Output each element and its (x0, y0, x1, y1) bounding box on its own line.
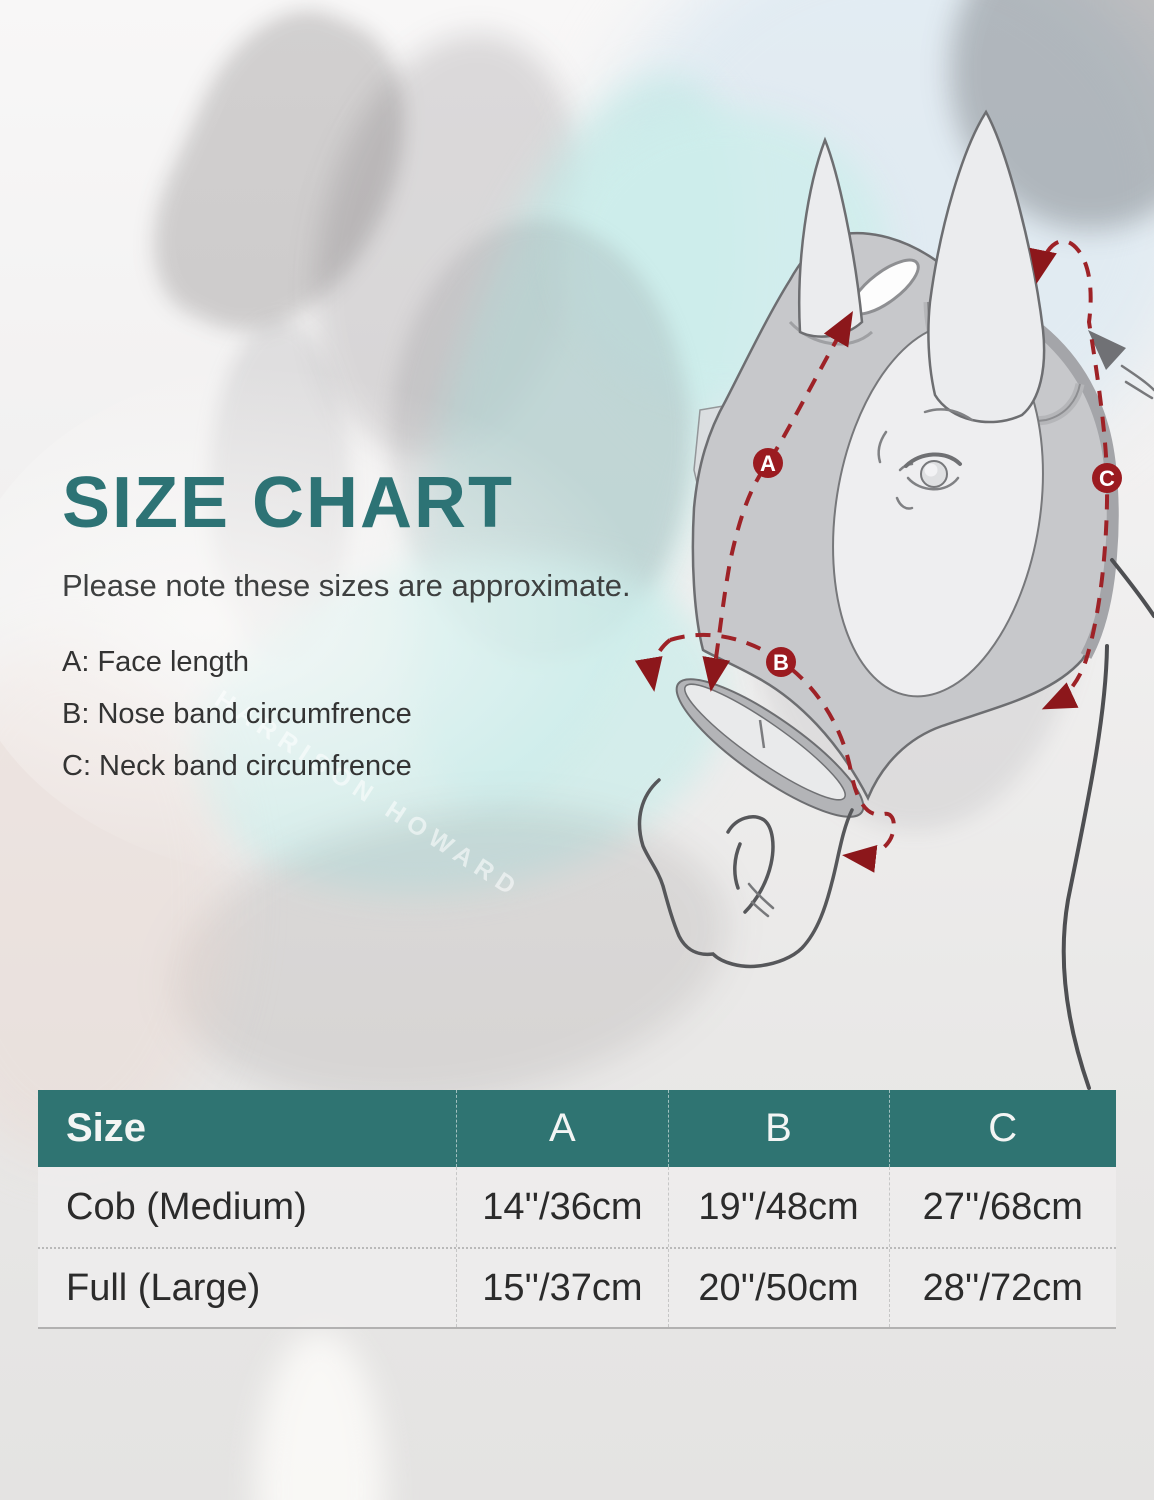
column-header-a: A (456, 1090, 667, 1167)
value-c: 27''/68cm (888, 1167, 1116, 1247)
table-row-full-large: Full (Large) 15''/37cm 20''/50cm 28''/72… (38, 1247, 1116, 1327)
legend-item-neck-band: C: Neck band circumfrence (62, 750, 412, 782)
value-a: 14''/36cm (456, 1167, 667, 1247)
photo-white-fade (0, 360, 660, 880)
column-header-c: C (888, 1090, 1116, 1167)
column-header-b: B (667, 1090, 889, 1167)
measure-badge-c-label: C (1099, 466, 1115, 491)
column-header-size: Size (66, 1106, 147, 1150)
right-ear (927, 109, 1046, 424)
page-title: SIZE CHART (62, 463, 514, 543)
eye-illustration (877, 408, 974, 510)
page-subtitle: Please note these sizes are approximate. (62, 568, 631, 603)
measure-badge-a-label: A (760, 451, 776, 476)
measure-line-c (1029, 239, 1110, 710)
photo-light-streak (255, 1330, 385, 1500)
row-label: Full (Large) (66, 1266, 261, 1309)
measure-badge-b (766, 647, 796, 677)
measure-line-b-loop (634, 638, 672, 692)
value-b: 19''/48cm (667, 1167, 889, 1247)
table-row-cob-medium: Cob (Medium) 14''/36cm 19''/48cm 27''/68… (38, 1167, 1116, 1247)
halter-flap (1088, 330, 1126, 370)
measure-line-b (669, 632, 896, 873)
measurement-legend: A: Face length B: Nose band circumfrence… (62, 636, 412, 792)
legend-item-face-length: A: Face length (62, 646, 249, 678)
legend-item-nose-band: B: Nose band circumfrence (62, 698, 412, 730)
nose-band (675, 678, 865, 818)
value-b: 20''/50cm (667, 1249, 889, 1327)
muzzle-outline (637, 778, 854, 969)
measure-badge-c (1092, 463, 1122, 493)
neck-lines (1061, 364, 1154, 1090)
measure-badges: A B C (753, 448, 1122, 677)
value-a: 15''/37cm (456, 1249, 667, 1327)
measure-badge-a (753, 448, 783, 478)
measure-badge-b-label: B (773, 650, 789, 675)
horse-head-diagram: A B C (634, 109, 1154, 1090)
value-c: 28''/72cm (888, 1249, 1116, 1327)
row-label: Cob (Medium) (66, 1185, 307, 1228)
size-table: Size A B C Cob (Medium) 14''/36cm 19''/4… (38, 1090, 1116, 1329)
measure-line-a (702, 311, 853, 692)
size-table-header-row: Size A B C (38, 1090, 1116, 1167)
